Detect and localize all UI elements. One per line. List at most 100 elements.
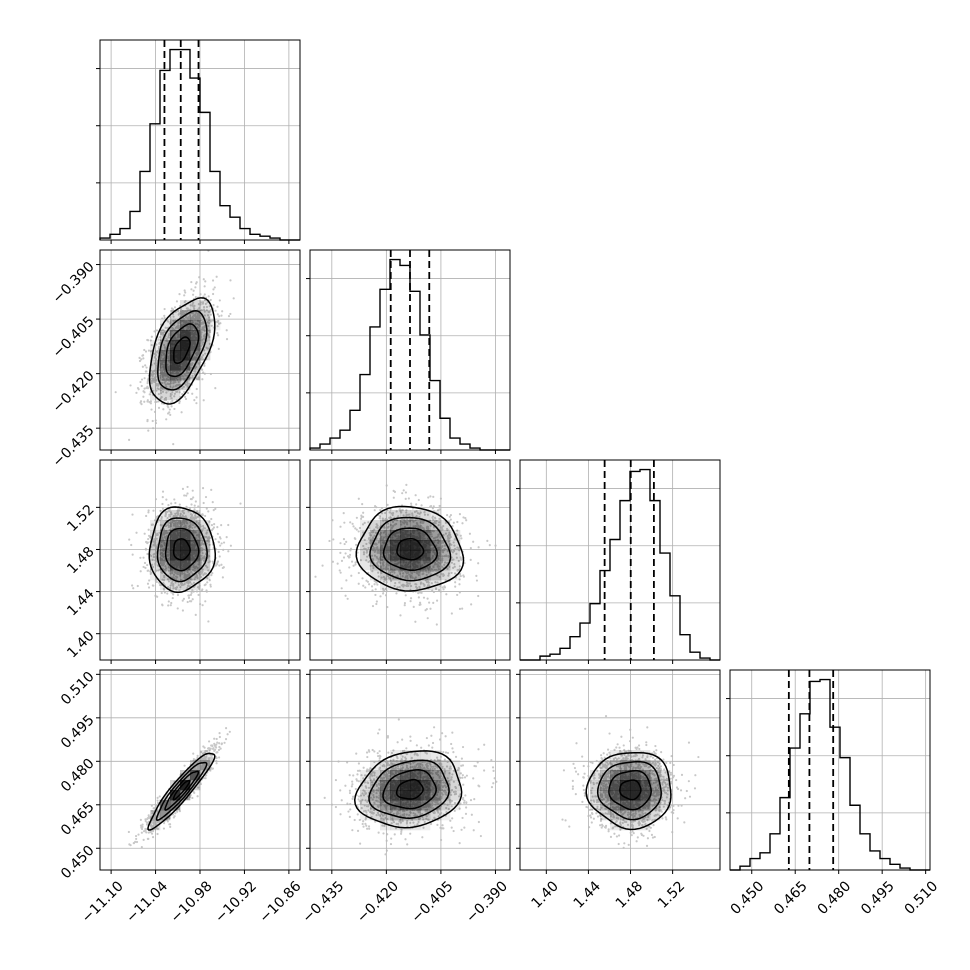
contour-line (164, 770, 200, 811)
axes-frame (309, 249, 511, 451)
density-cell (380, 550, 391, 561)
density-cell (190, 780, 201, 791)
density-cell (630, 780, 641, 791)
density-cell (200, 520, 211, 531)
density-cell (190, 530, 201, 541)
density-cell (150, 560, 161, 571)
density-cell (370, 780, 381, 791)
density-cell (420, 790, 431, 801)
density-cell (600, 770, 611, 781)
contour-line (355, 505, 465, 592)
histogram-step (99, 48, 300, 241)
density-cell (360, 540, 371, 551)
density-cell (590, 790, 601, 801)
panel-content (310, 460, 510, 660)
density-cell (180, 570, 191, 581)
density-cell (650, 790, 661, 801)
density-cell (380, 570, 391, 581)
density-cell (380, 820, 391, 831)
density-cell (590, 780, 601, 791)
density-cell (360, 520, 371, 531)
density-cell (190, 510, 201, 521)
density-cell (160, 800, 171, 811)
density-cell (440, 550, 451, 561)
density-cell (370, 520, 381, 531)
density-cell (170, 320, 181, 331)
contour-line (608, 769, 652, 811)
density-cell (190, 350, 201, 361)
density-cell (370, 770, 381, 781)
density-cell (160, 570, 171, 581)
density-cell (170, 390, 181, 401)
density-cell (190, 300, 201, 311)
x-tick-label: −0.435 (299, 878, 347, 926)
density-cell (610, 820, 621, 831)
density-cell (170, 540, 181, 551)
density-cell (450, 570, 461, 581)
density-cell (150, 540, 161, 551)
density-cell (440, 800, 451, 811)
y-tick-label: 1.48 (64, 544, 97, 577)
density-cell (600, 810, 611, 821)
density-cell (190, 540, 201, 551)
density-cell (600, 760, 611, 771)
density-cell (610, 810, 621, 821)
x-tick-label: −10.86 (257, 878, 305, 926)
density-cell (450, 550, 461, 561)
density-cell (430, 760, 441, 771)
histogram-step (730, 678, 930, 871)
density-cell (640, 790, 651, 801)
density-cell (440, 780, 451, 791)
x-tick-label: 1.40 (529, 878, 562, 911)
density-cell (200, 760, 211, 771)
density-cell (650, 770, 661, 781)
density-cell (190, 520, 201, 531)
density-cell (610, 800, 621, 811)
density-cell (160, 560, 171, 571)
density-cell (630, 760, 641, 771)
density-cell (380, 510, 391, 521)
histogram-panel-1 (306, 249, 511, 451)
density-cell (190, 310, 201, 321)
density-cell (370, 790, 381, 801)
density-cell (420, 750, 431, 761)
x-tick-label: 0.510 (902, 878, 942, 918)
density-cell (200, 320, 211, 331)
density-cell (610, 780, 621, 791)
density-cell (650, 810, 661, 821)
y-tick-label: −0.405 (50, 313, 98, 361)
density-cell (400, 530, 411, 541)
density-cell (190, 550, 201, 561)
density-cell (410, 800, 421, 811)
density-cell (650, 780, 661, 791)
density-cell (380, 790, 391, 801)
density-cell (390, 550, 401, 561)
density-cell (160, 540, 171, 551)
density-cell (420, 800, 431, 811)
density-cell (160, 370, 171, 381)
density-cell (420, 570, 431, 581)
density-cell (150, 380, 161, 391)
density-cell (150, 360, 161, 371)
density-cell (420, 530, 431, 541)
y-tick-label: 1.44 (64, 586, 97, 619)
density-cell (430, 770, 441, 781)
contour-line (172, 779, 191, 801)
density-cell (390, 820, 401, 831)
density-cell (640, 780, 651, 791)
density-cell (170, 510, 181, 521)
density-cell (170, 800, 181, 811)
density-cell (160, 380, 171, 391)
density-cell (380, 780, 391, 791)
density-cell (410, 560, 421, 571)
density-cell (390, 530, 401, 541)
density-cell (400, 550, 411, 561)
density-cell (640, 750, 651, 761)
density-cell (180, 340, 191, 351)
density-cell (150, 550, 161, 561)
density-cell (390, 780, 401, 791)
density-cell (180, 360, 191, 371)
density-cell (370, 800, 381, 811)
density-cell (160, 520, 171, 531)
density-cell (360, 530, 371, 541)
